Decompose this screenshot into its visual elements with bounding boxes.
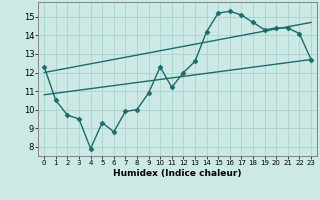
X-axis label: Humidex (Indice chaleur): Humidex (Indice chaleur): [113, 169, 242, 178]
